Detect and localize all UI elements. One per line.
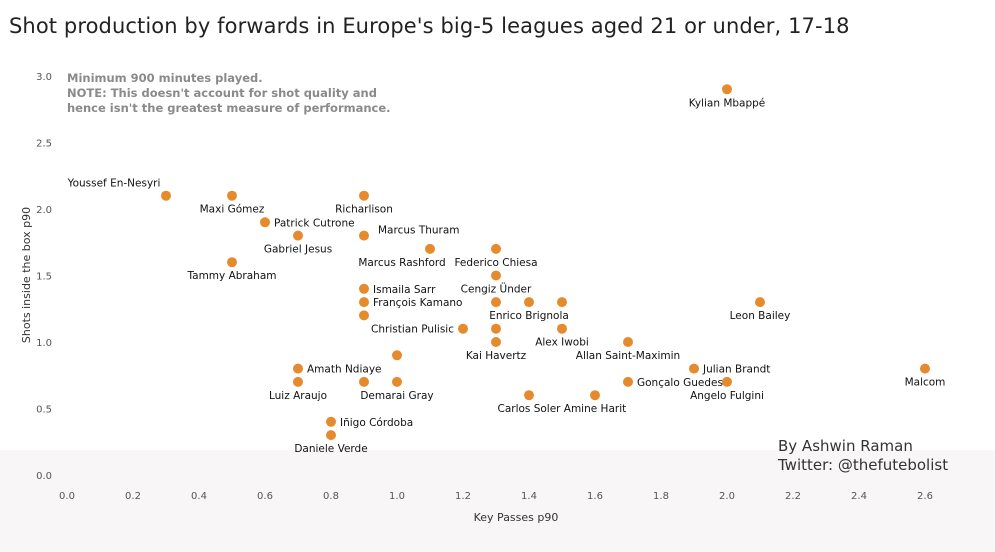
x-tick-label: 0.4 — [191, 491, 207, 502]
x-tick-label: 0.2 — [125, 491, 141, 502]
data-point — [491, 297, 501, 308]
point-label: Amath Ndiaye — [307, 364, 382, 376]
data-point — [623, 376, 633, 387]
chart-note: Minimum 900 minutes played. — [67, 71, 263, 85]
y-tick-label: 2.5 — [36, 139, 52, 150]
x-tick-label: 1.4 — [521, 491, 537, 502]
data-point — [458, 323, 468, 334]
point-label: Youssef En-Nesyri — [67, 178, 161, 190]
point-label: Daniele Verde — [294, 443, 367, 455]
data-point — [491, 243, 501, 254]
y-tick-label: 2.0 — [36, 205, 52, 216]
data-point — [227, 257, 237, 268]
point-label: François Kamano — [373, 297, 462, 309]
point-label: Carlos Soler — [497, 403, 561, 415]
data-point — [491, 270, 501, 281]
point-label: Alex Iwobi — [535, 337, 589, 349]
y-tick-label: 0.0 — [36, 471, 52, 482]
bottom-band — [0, 450, 995, 552]
point-label: Kylian Mbappé — [689, 97, 766, 109]
point-label: Gabriel Jesus — [264, 244, 332, 256]
data-point — [524, 297, 534, 308]
point-label: Malcom — [905, 377, 946, 389]
data-point — [524, 390, 534, 401]
data-point — [359, 230, 369, 241]
data-point — [359, 297, 369, 308]
data-point — [722, 376, 732, 387]
point-label: Julian Brandt — [702, 364, 770, 376]
x-axis-label: Key Passes p90 — [474, 511, 559, 524]
point-label: Richarlison — [335, 204, 393, 216]
point-label: Federico Chiesa — [454, 257, 537, 269]
point-label: Ismaila Sarr — [373, 284, 436, 296]
point-label: Allan Saint-Maximin — [576, 350, 680, 362]
point-label: Enrico Brignola — [489, 310, 569, 322]
x-tick-label: 0.8 — [323, 491, 339, 502]
point-label: Iñigo Córdoba — [340, 417, 413, 429]
data-point — [689, 363, 699, 374]
point-label: Leon Bailey — [730, 310, 791, 322]
data-point — [755, 297, 765, 308]
data-point — [359, 376, 369, 387]
data-point — [557, 297, 567, 308]
data-point — [590, 390, 600, 401]
data-point — [491, 323, 501, 334]
point-label: Tammy Abraham — [186, 270, 276, 282]
x-tick-label: 2.4 — [851, 491, 867, 502]
data-point — [161, 190, 171, 201]
y-tick-label: 3.0 — [36, 72, 52, 83]
point-label: Gonçalo Guedes — [637, 377, 723, 389]
data-point — [293, 376, 303, 387]
x-tick-label: 1.6 — [587, 491, 603, 502]
data-point — [293, 230, 303, 241]
data-point — [392, 350, 402, 361]
y-axis-label: Shots inside the box p90 — [20, 207, 33, 343]
data-point — [227, 190, 237, 201]
y-tick-label: 1.0 — [36, 338, 52, 349]
y-tick-label: 1.5 — [36, 272, 52, 283]
point-label: Amine Harit — [564, 403, 626, 415]
data-point — [557, 323, 567, 334]
x-tick-label: 1.2 — [455, 491, 471, 502]
data-point — [293, 363, 303, 374]
point-label: Angelo Fulgini — [690, 390, 764, 402]
point-label: Demarai Gray — [360, 390, 433, 402]
data-point — [425, 243, 435, 254]
point-label: Christian Pulisic — [371, 324, 454, 336]
chart-note: NOTE: This doesn't account for shot qual… — [67, 86, 377, 100]
x-tick-label: 2.0 — [719, 491, 735, 502]
credit-author: By Ashwin Raman — [778, 437, 913, 455]
point-label: Patrick Cutrone — [274, 217, 355, 229]
x-tick-label: 0.6 — [257, 491, 273, 502]
data-point — [491, 337, 501, 347]
x-tick-label: 1.0 — [389, 491, 405, 502]
credit: By Ashwin Raman Twitter: @thefutebolist — [778, 437, 948, 475]
x-tick-label: 2.6 — [917, 491, 933, 502]
point-label: Luiz Araujo — [269, 390, 327, 402]
point-label: Kai Havertz — [466, 350, 527, 362]
data-point — [392, 376, 402, 387]
data-point — [359, 283, 369, 294]
data-point — [326, 416, 336, 427]
data-point — [359, 190, 369, 201]
data-point — [260, 217, 270, 228]
data-point — [326, 430, 336, 441]
point-label: Maxi Gómez — [200, 204, 265, 216]
x-tick-label: 1.8 — [653, 491, 669, 502]
chart-note: hence isn't the greatest measure of perf… — [67, 101, 391, 115]
point-label: Marcus Thuram — [378, 225, 460, 237]
x-tick-label: 0.0 — [59, 491, 75, 502]
credit-twitter: Twitter: @thefutebolist — [778, 456, 949, 474]
point-label: Cengiz Ünder — [461, 283, 532, 296]
point-label: Marcus Rashford — [358, 257, 445, 269]
data-point — [359, 310, 369, 321]
data-point — [623, 337, 633, 347]
chart-title: Shot production by forwards in Europe's … — [9, 14, 850, 38]
y-tick-label: 0.5 — [36, 405, 52, 416]
data-point — [722, 84, 732, 95]
data-point — [920, 363, 930, 374]
x-tick-label: 2.2 — [785, 491, 801, 502]
